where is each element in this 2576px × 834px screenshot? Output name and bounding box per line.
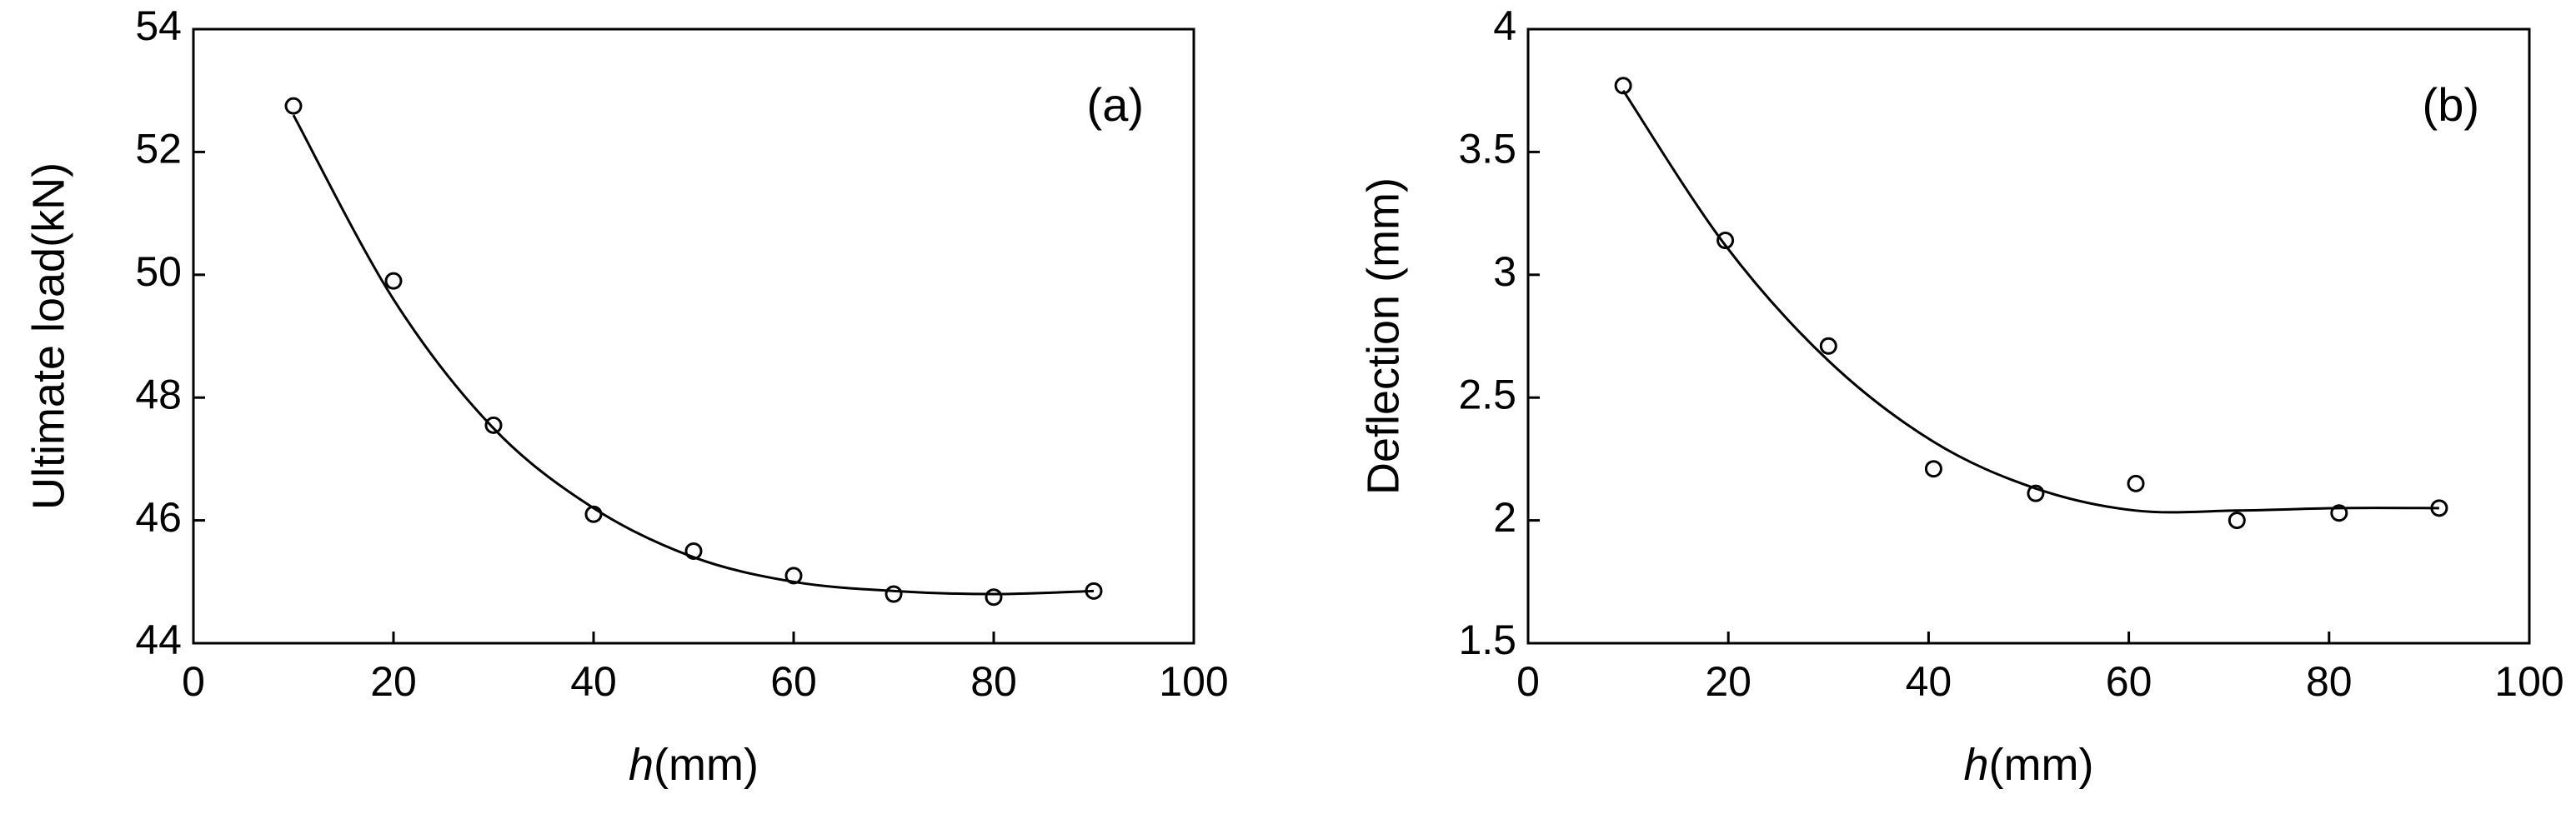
chart: 0 20 40 60 80 100 1.5 2 2.5 3 3.5 4 h(mm) Deflection …: [1358, 2, 2563, 790]
y-tick-label: 2.5: [1458, 371, 1516, 417]
y-tick-label: 48: [135, 371, 182, 417]
plot-frame: [192, 27, 1195, 645]
y-tick-label: 1.5: [1458, 617, 1516, 663]
x-tick-label: 0: [182, 658, 205, 705]
plot-frame: [1526, 27, 2531, 645]
fit-curve: [292, 114, 1095, 596]
y-tick-label: 54: [135, 2, 182, 49]
y-tick-label: 3: [1493, 248, 1516, 295]
x-axis-label: h(mm): [1964, 740, 2094, 790]
data-point: [2228, 512, 2246, 530]
y-axis-label: Ultimate load(kN): [23, 162, 73, 510]
data-point: [284, 97, 303, 115]
x-tick-label: 0: [1516, 658, 1540, 705]
x-axis-variable: h: [629, 740, 654, 790]
y-tick-label: 44: [135, 617, 182, 663]
x-tick-label: 60: [2106, 658, 2153, 705]
data-point: [784, 567, 803, 585]
y-tick-label: 2: [1493, 494, 1516, 541]
y-tick-label: 4: [1493, 2, 1516, 49]
fit-curve: [1621, 89, 2439, 514]
x-axis-unit: (mm): [654, 740, 759, 790]
y-tick-label: 46: [135, 494, 182, 541]
data-point: [1716, 232, 1735, 250]
data-point: [384, 272, 403, 290]
data-point: [885, 585, 903, 603]
data-point: [1614, 77, 1632, 95]
x-axis-variable: h: [1964, 740, 1989, 790]
panel-label: (b): [2423, 78, 2479, 131]
data-point: [985, 588, 1003, 607]
x-tick-label: 40: [570, 658, 617, 705]
data-point: [1924, 460, 1942, 478]
x-tick-label: 100: [2494, 658, 2563, 705]
x-tick-label: 20: [370, 658, 417, 705]
x-axis-label: h(mm): [629, 740, 759, 790]
data-point: [484, 416, 503, 434]
x-tick-label: 20: [1705, 658, 1752, 705]
x-axis-unit: (mm): [1989, 740, 2094, 790]
data-point: [1819, 337, 1837, 355]
x-tick-label: 40: [1906, 658, 1952, 705]
x-tick-label: 100: [1159, 658, 1228, 705]
x-tick-label: 60: [770, 658, 817, 705]
y-axis-label: Deflection (mm): [1358, 177, 1408, 495]
x-tick-label: 80: [2306, 658, 2353, 705]
x-tick-label: 80: [970, 658, 1017, 705]
chart: 0 20 40 60 80 100 44 46 48 50 52 54 h(mm) Ultimate lo…: [23, 2, 1228, 790]
y-tick-label: 52: [135, 126, 182, 172]
y-tick-label: 50: [135, 248, 182, 295]
data-point: [2127, 474, 2145, 492]
panel-label: (a): [1087, 78, 1144, 131]
y-tick-label: 3.5: [1458, 126, 1516, 172]
